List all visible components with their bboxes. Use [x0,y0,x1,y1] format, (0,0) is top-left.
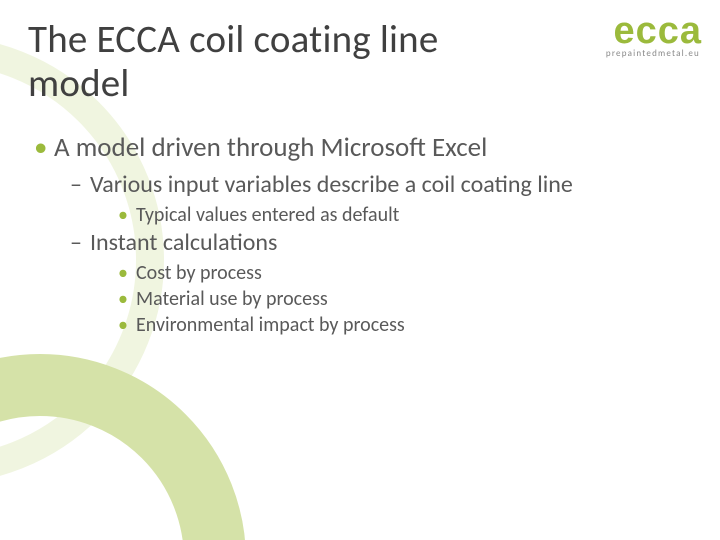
bullet-level3: Cost by process [118,260,688,286]
slide-title: The ECCA coil coating line model [28,18,528,105]
bullet-level1: A model driven through Microsoft Excel [28,132,688,164]
bullet-level3: Typical values entered as default [118,202,688,228]
bullet-level3: Material use by process [118,286,688,312]
bullet-level2: Instant calculations [70,228,688,258]
background-ring-bottom [0,350,250,540]
bullet-level3: Environmental impact by process [118,312,688,338]
logo-word: ecca [542,14,702,48]
logo-subtitle: prepaintedmetal.eu [542,48,702,59]
slide: The ECCA coil coating line model ecca pr… [0,0,720,540]
bullet-level2: Various input variables describe a coil … [70,170,688,200]
logo: ecca prepaintedmetal.eu [542,14,702,59]
slide-body: A model driven through Microsoft Excel V… [28,132,688,338]
